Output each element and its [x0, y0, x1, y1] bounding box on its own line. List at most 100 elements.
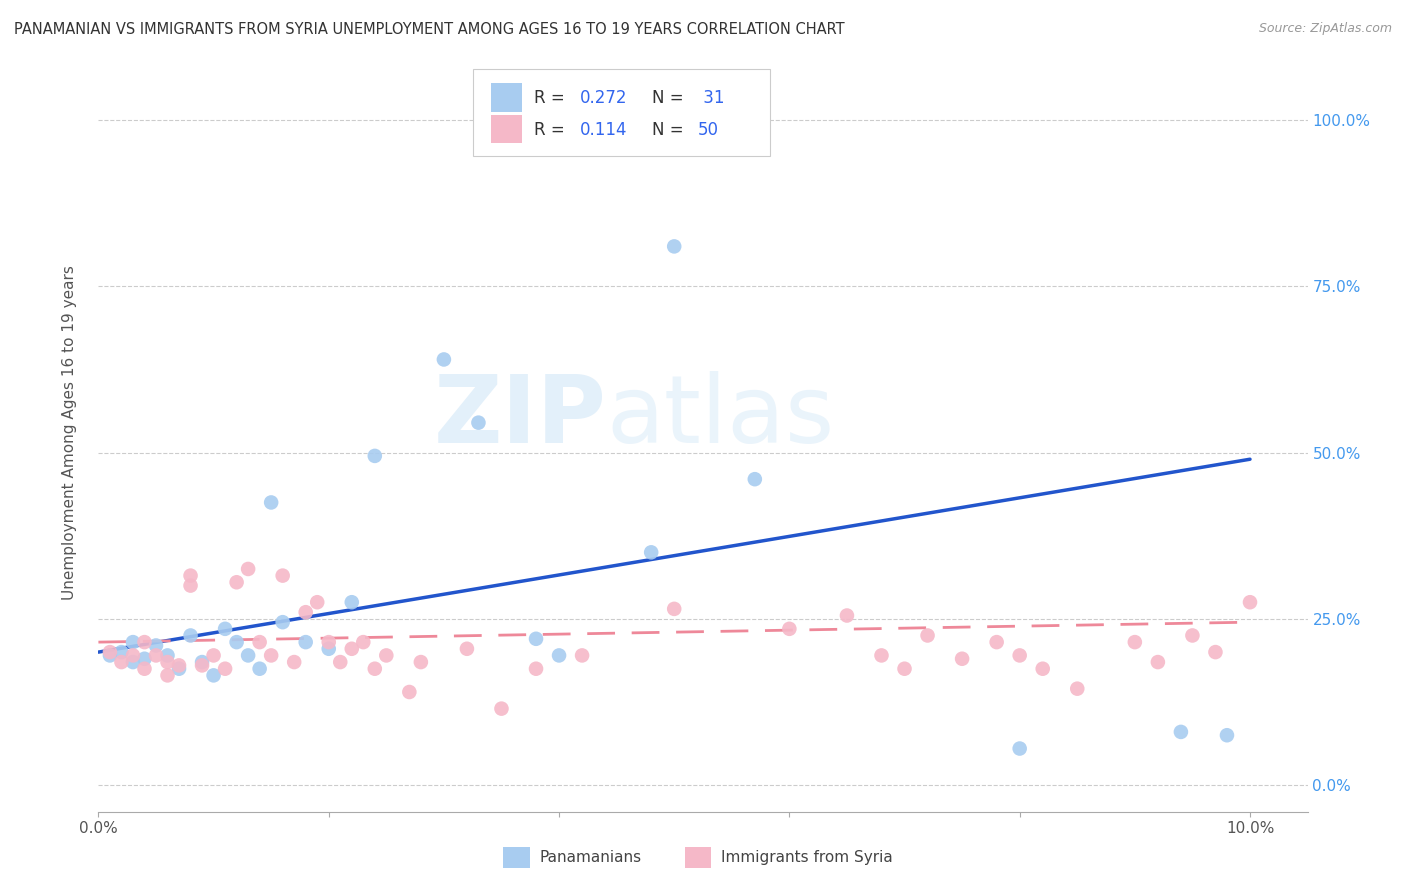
Point	[375, 648, 398, 663]
Point	[156, 655, 179, 669]
Point	[1216, 728, 1239, 742]
Point	[1239, 595, 1261, 609]
Point	[318, 635, 340, 649]
Point	[202, 648, 225, 663]
Point	[409, 655, 432, 669]
Point	[1008, 741, 1031, 756]
Point	[364, 449, 387, 463]
Point	[156, 668, 179, 682]
Point	[352, 635, 374, 649]
Text: PANAMANIAN VS IMMIGRANTS FROM SYRIA UNEMPLOYMENT AMONG AGES 16 TO 19 YEARS CORRE: PANAMANIAN VS IMMIGRANTS FROM SYRIA UNEM…	[14, 22, 845, 37]
Point	[571, 648, 593, 663]
Point	[340, 595, 363, 609]
Text: 50: 50	[699, 120, 718, 139]
Point	[548, 648, 571, 663]
Point	[202, 668, 225, 682]
Text: Source: ZipAtlas.com: Source: ZipAtlas.com	[1258, 22, 1392, 36]
Point	[249, 635, 271, 649]
Bar	[492, 83, 522, 112]
Bar	[503, 847, 530, 868]
Text: N =: N =	[652, 89, 689, 107]
Point	[214, 662, 236, 676]
Point	[122, 635, 145, 649]
Point	[294, 605, 316, 619]
Point	[122, 648, 145, 663]
Text: 0.272: 0.272	[579, 89, 627, 107]
Text: R =: R =	[534, 120, 575, 139]
Point	[167, 658, 190, 673]
Point	[917, 628, 939, 642]
Point	[835, 608, 858, 623]
Point	[98, 648, 121, 663]
Point	[145, 648, 167, 663]
Point	[180, 578, 202, 592]
Point	[134, 662, 156, 676]
Point	[340, 641, 363, 656]
Point	[167, 662, 190, 676]
Point	[180, 568, 202, 582]
Point	[225, 575, 247, 590]
Text: 31: 31	[699, 89, 724, 107]
Point	[271, 568, 294, 582]
Point	[122, 655, 145, 669]
Point	[1032, 662, 1054, 676]
Text: 0.114: 0.114	[579, 120, 627, 139]
Point	[329, 655, 352, 669]
Text: ZIP: ZIP	[433, 371, 606, 464]
Point	[640, 545, 662, 559]
Y-axis label: Unemployment Among Ages 16 to 19 years: Unemployment Among Ages 16 to 19 years	[62, 265, 77, 600]
Point	[156, 648, 179, 663]
Point	[778, 622, 800, 636]
Point	[524, 662, 547, 676]
Point	[225, 635, 247, 649]
Text: N =: N =	[652, 120, 689, 139]
Point	[664, 602, 686, 616]
Point	[1008, 648, 1031, 663]
Point	[491, 701, 513, 715]
Point	[1170, 725, 1192, 739]
Point	[236, 648, 259, 663]
Point	[456, 641, 478, 656]
Point	[1066, 681, 1088, 696]
Point	[1181, 628, 1204, 642]
Point	[260, 495, 283, 509]
Point	[180, 628, 202, 642]
FancyBboxPatch shape	[474, 69, 769, 156]
Point	[214, 622, 236, 636]
Point	[260, 648, 283, 663]
Point	[318, 641, 340, 656]
Point	[307, 595, 329, 609]
Point	[110, 655, 132, 669]
Point	[950, 652, 973, 666]
Text: atlas: atlas	[606, 371, 835, 464]
Text: R =: R =	[534, 89, 569, 107]
Point	[1123, 635, 1146, 649]
Point	[191, 658, 214, 673]
Point	[98, 645, 121, 659]
Point	[398, 685, 420, 699]
Point	[364, 662, 387, 676]
Point	[986, 635, 1008, 649]
Point	[433, 352, 456, 367]
Point	[1204, 645, 1226, 659]
Point	[236, 562, 259, 576]
Point	[134, 652, 156, 666]
Point	[524, 632, 547, 646]
Point	[664, 239, 686, 253]
Point	[870, 648, 893, 663]
Point	[294, 635, 316, 649]
Text: Immigrants from Syria: Immigrants from Syria	[721, 850, 893, 864]
Bar	[685, 847, 711, 868]
Point	[1147, 655, 1170, 669]
Point	[249, 662, 271, 676]
Point	[110, 645, 132, 659]
Point	[283, 655, 305, 669]
Point	[271, 615, 294, 630]
Bar	[492, 115, 522, 144]
Point	[145, 639, 167, 653]
Point	[744, 472, 766, 486]
Point	[893, 662, 915, 676]
Text: Panamanians: Panamanians	[540, 850, 643, 864]
Point	[467, 416, 489, 430]
Point	[191, 655, 214, 669]
